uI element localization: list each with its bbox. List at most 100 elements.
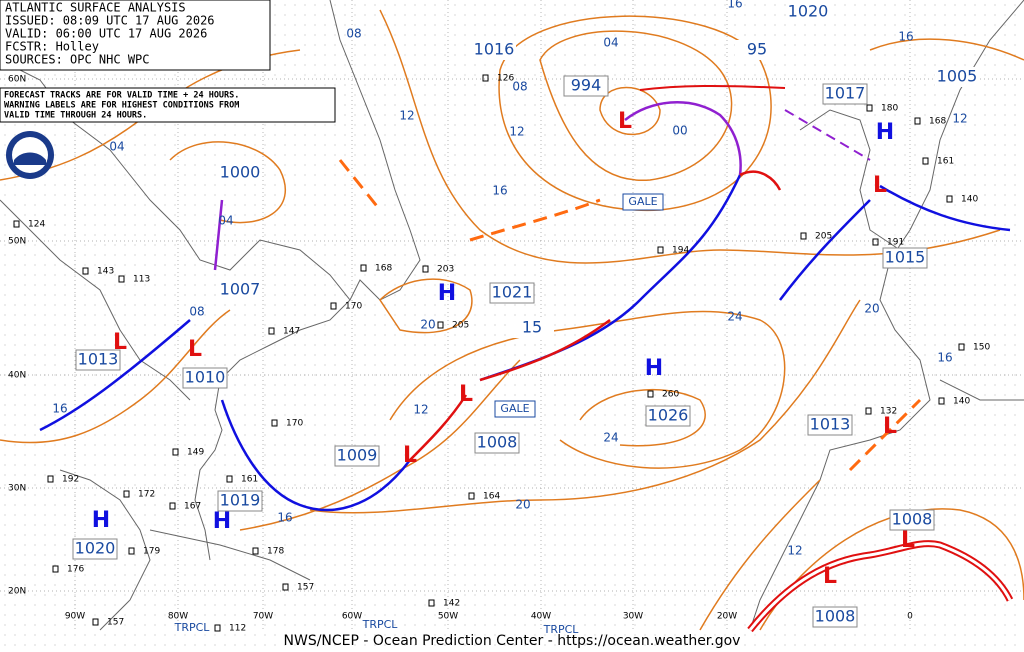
isobar-label-box — [472, 40, 516, 60]
header-line: ATLANTIC SURFACE ANALYSIS — [5, 1, 186, 15]
station-marker — [282, 583, 289, 591]
station-marker — [422, 265, 429, 273]
station-marker — [271, 419, 278, 427]
station-marker — [52, 565, 59, 573]
longitude-label: 80W — [168, 612, 188, 622]
isobar-label: 20 — [420, 318, 435, 332]
pressure-label-box — [217, 490, 263, 512]
high-symbol: H — [213, 509, 231, 534]
isobar-label: 95 — [747, 40, 767, 59]
station-pressure: 161 — [937, 157, 954, 167]
isobar-label-box — [510, 318, 554, 338]
pressure-label-box — [474, 432, 520, 454]
pressure-label: 1009 — [337, 446, 378, 465]
isobar-label: 12 — [413, 403, 428, 417]
isobar-label: 1005 — [937, 67, 978, 86]
station-marker — [865, 407, 872, 415]
pressure-label-box — [75, 349, 121, 371]
station-pressure: 140 — [961, 195, 978, 205]
latitude-label: 20N — [8, 587, 26, 597]
station-marker — [360, 264, 367, 272]
station-pressure: 180 — [881, 104, 898, 114]
station-marker — [914, 117, 921, 125]
station-pressure: 167 — [184, 502, 201, 512]
isobar-label: 04 — [603, 36, 618, 50]
station-marker — [172, 448, 179, 456]
latitude-label: 40N — [8, 371, 26, 381]
pressure-label-box — [822, 83, 868, 105]
station-marker — [92, 618, 99, 626]
high-symbol: H — [645, 356, 663, 381]
station-marker — [647, 390, 654, 398]
latitude-label: 30N — [8, 484, 26, 494]
station-marker — [169, 502, 176, 510]
logo — [6, 131, 54, 179]
pressure-label: 1020 — [75, 539, 116, 558]
isobar-label: 08 — [346, 27, 361, 41]
high-symbol: H — [876, 120, 894, 145]
isobar-label: 1020 — [788, 2, 829, 21]
notice-line: FORECAST TRACKS ARE FOR VALID TIME + 24 … — [4, 91, 239, 101]
isobar-label-box — [935, 67, 979, 87]
isobar-label-box — [735, 40, 779, 60]
station-pressure: 157 — [297, 583, 314, 593]
station-pressure: 113 — [133, 275, 150, 285]
station-marker — [482, 74, 489, 82]
low-symbol: L — [188, 337, 202, 362]
notice-line: VALID TIME THROUGH 24 HOURS. — [4, 111, 147, 121]
low-symbol: L — [883, 414, 897, 439]
isobar-label: 1007 — [220, 280, 261, 299]
isobar-label: 1016 — [474, 40, 515, 59]
tropical-label: TRPCL — [174, 621, 211, 634]
isobar-label: 16 — [277, 511, 292, 525]
station-marker — [13, 220, 20, 228]
longitude-label: 0 — [907, 612, 913, 622]
pressure-label-box — [489, 282, 535, 304]
low-symbol: L — [823, 564, 837, 589]
isobar-label: 12 — [509, 125, 524, 139]
gale-box — [494, 400, 536, 418]
isobar-label: 08 — [189, 305, 204, 319]
isobar-label-box — [218, 280, 262, 300]
isobar-label: 16 — [898, 30, 913, 44]
station-pressure: 205 — [452, 321, 469, 331]
station-marker — [268, 327, 275, 335]
low-symbol: L — [459, 382, 473, 407]
header-line: ISSUED: 08:09 UTC 17 AUG 2026 — [5, 14, 215, 28]
pressure-label-box — [812, 606, 858, 628]
pressure-label-box — [334, 445, 380, 467]
station-pressure: 168 — [375, 264, 392, 274]
isobar-label: 08 — [512, 80, 527, 94]
pressure-label: 1010 — [185, 368, 226, 387]
station-pressure: 172 — [138, 490, 155, 500]
station-pressure: 157 — [107, 618, 124, 628]
pressure-label: 1019 — [220, 491, 261, 510]
station-marker — [330, 302, 337, 310]
pressure-label-box — [882, 247, 928, 269]
pressure-label: 994 — [571, 76, 602, 95]
station-pressure: 149 — [187, 448, 204, 458]
station-pressure: 164 — [483, 492, 500, 502]
isobar-label: 12 — [787, 544, 802, 558]
pressure-label: 1013 — [810, 415, 851, 434]
station-pressure: 150 — [973, 343, 990, 353]
station-pressure: 143 — [97, 267, 114, 277]
station-pressure: 126 — [497, 74, 514, 84]
longitude-label: 60W — [342, 612, 362, 622]
isobar-label: 04 — [218, 214, 233, 228]
longitude-label: 50W — [438, 612, 458, 622]
pressure-label: 1026 — [648, 406, 689, 425]
pressure-label: 1021 — [492, 283, 533, 302]
station-marker — [118, 275, 125, 283]
header-line: SOURCES: OPC NHC WPC — [5, 53, 150, 67]
station-pressure: 260 — [662, 390, 679, 400]
high-symbol: H — [438, 281, 456, 306]
isobar-label: 16 — [727, 0, 742, 11]
isobar-label: 20 — [864, 302, 879, 316]
isobar-label: 00 — [672, 124, 687, 138]
low-symbol: L — [113, 330, 127, 355]
station-marker — [938, 397, 945, 405]
station-pressure: 124 — [28, 220, 45, 230]
pressure-label-box — [563, 75, 609, 97]
